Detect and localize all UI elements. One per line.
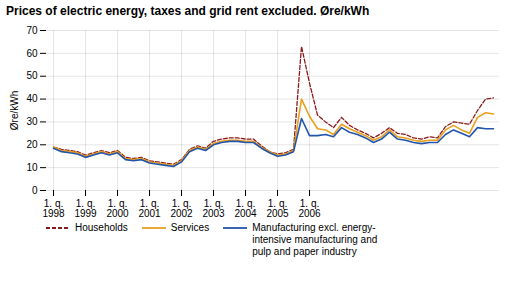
html-text:Households: Households [75, 222, 128, 233]
svg-text:1. q.1999: 1. q.1999 [74, 198, 97, 219]
svg-text:40: 40 [26, 93, 38, 104]
svg-text:1. q.2000: 1. q.2000 [106, 198, 129, 219]
svg-text:60: 60 [26, 48, 38, 59]
svg-text:1. q.1998: 1. q.1998 [42, 198, 65, 219]
svg-text:0: 0 [32, 185, 38, 196]
svg-text:1. q.2004: 1. q.2004 [234, 198, 257, 219]
svg-text:Øre/kWh: Øre/kWh [9, 91, 20, 130]
svg-text:30: 30 [26, 116, 38, 127]
svg-text:70: 70 [26, 25, 38, 36]
html-text:Manufacturing excl. energy- in: Manufacturing excl. energy- intensive ma… [252, 222, 378, 257]
svg-text:1. q.2002: 1. q.2002 [170, 198, 193, 219]
svg-text:1. q.2006: 1. q.2006 [298, 198, 321, 219]
svg-text:50: 50 [26, 70, 38, 81]
svg-text:20: 20 [26, 139, 38, 150]
svg-text:1. q.2005: 1. q.2005 [266, 198, 289, 219]
html-text:Prices of electric energy, tax: Prices of electric energy, taxes and gri… [6, 4, 370, 18]
html-text:Services: Services [170, 222, 210, 233]
svg-text:10: 10 [26, 162, 38, 173]
svg-text:1. q.2001: 1. q.2001 [138, 198, 161, 219]
svg-text:1. q.2003: 1. q.2003 [202, 198, 225, 219]
